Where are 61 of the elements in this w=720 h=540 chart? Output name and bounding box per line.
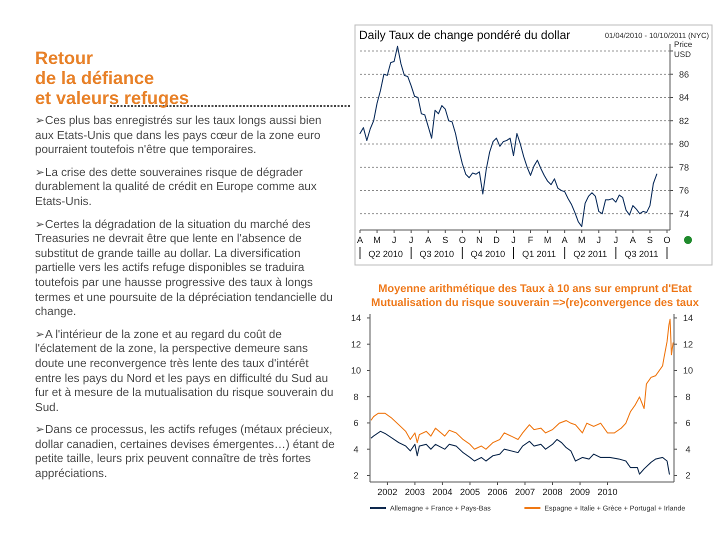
x-tick-label: O (663, 235, 671, 245)
y-tick-label: 78 (678, 162, 690, 172)
x-tick-label: A (356, 235, 364, 245)
x-tick-label: J (392, 235, 396, 245)
x-tick-label: F (528, 235, 534, 245)
text: ➢La crise des dette souveraines risque de dégrader durablement la qualité de crédit en Europe comme aux Etats-Unis. (35, 166, 318, 210)
text: ➢Ces plus bas enregistrés sur les taux longs aussi bien aux Etats-Unis que dans les pays cœur de la zone euro pourraient toutefois n'être que temporaires. (35, 114, 322, 158)
line-series (359, 46, 658, 228)
x-tick-label: S (442, 235, 448, 245)
x-tick-label: J (408, 235, 414, 245)
text: Q3 2011 (624, 249, 658, 259)
chart-title: Daily Taux de change pondéré du dollar (359, 28, 570, 42)
chart-subtitle: Mutualisation du risque souverain =>(re)convergence des taux (371, 297, 700, 309)
x-tick-label: 2005 (460, 487, 480, 497)
x-tick-label: 2010 (598, 487, 618, 497)
y-tick-label: 82 (678, 116, 690, 126)
y-tick-label: 8 (353, 392, 359, 402)
x-tick-label: 2007 (514, 487, 535, 497)
x-tick-label: J (614, 235, 618, 245)
text: Q2 2011 (573, 249, 608, 259)
x-tick-label: J (511, 235, 516, 245)
x-tick-label: 2004 (432, 487, 452, 497)
text: Q4 2010 (470, 249, 506, 259)
y-tick-label: 74 (678, 208, 690, 219)
y-axis-title: Price USD (674, 40, 693, 59)
y-tick-label: 2 (353, 470, 359, 481)
x-tick-label: 2003 (404, 487, 425, 497)
y-tick-label: 76 (678, 186, 690, 196)
y-tick-label: 6 (353, 418, 359, 428)
text: ➢Dans ce processus, les actifs refuges (métaux précieux, dollar canadien, certaines devises émergentes…) étant de petite taille, leurs prix peuvent connaître de très fortes appréciations. (35, 423, 335, 482)
y-tick-label: 80 (678, 139, 690, 150)
y-tick-label: 84 (678, 92, 690, 103)
y-tick-label: 86 (678, 69, 690, 80)
x-tick-label: 2009 (570, 487, 590, 497)
x-tick-label: M (544, 235, 552, 245)
text: ➢A l'intérieur de la zone et au regard du coût de l'éclatement de la zone, la perspective demeure sans doute une reconvergence très lente des taux d'intérêt entre les pays du Nord et les pays en difficulté du Sud au fur et à mesure de la mutualisation du risque souverain du Sud. (35, 328, 334, 416)
text: Q2 2010 (368, 249, 403, 259)
x-tick-label: A (425, 235, 432, 245)
x-tick-label: A (630, 235, 636, 245)
text: Retour de la défiance et valeurs refuges (35, 48, 190, 108)
x-tick-label: M (578, 235, 586, 245)
text: Q3 2010 (419, 249, 454, 259)
x-tick-label: 2002 (377, 487, 398, 497)
y-tick-label: 4 (353, 444, 359, 454)
x-tick-label: 2008 (542, 487, 562, 497)
chart-title: Moyenne arithmétique des Taux à 10 ans sur emprunt d'Etat (378, 283, 692, 295)
line-series (370, 430, 670, 475)
x-tick-label: O (458, 235, 466, 245)
x-tick-label: M (373, 235, 381, 245)
x-tick-label: 2006 (487, 487, 508, 497)
x-tick-label: J (596, 235, 602, 245)
x-tick-label: D (493, 235, 500, 245)
line-series (370, 318, 674, 450)
y-tick-label: 12 (350, 339, 362, 350)
y-tick-label: 14 (350, 313, 362, 324)
y-tick-label: 10 (350, 366, 362, 376)
x-tick-label: N (476, 235, 483, 245)
text: ➢Certes la dégradation de la situation du marché des Treasuries ne devrait être que lente en l'absence de substitut de grande taille au dollar. La diversification partielle vers les actifs refuge disponibles se traduira toutefois par une hausse progressive des taux à longs termes et une poursuite de la dépréciation tendancielle du change. (35, 218, 334, 320)
x-tick-label: S (646, 235, 653, 245)
text: Q1 2011 (522, 249, 556, 259)
x-tick-label: A (562, 235, 568, 245)
